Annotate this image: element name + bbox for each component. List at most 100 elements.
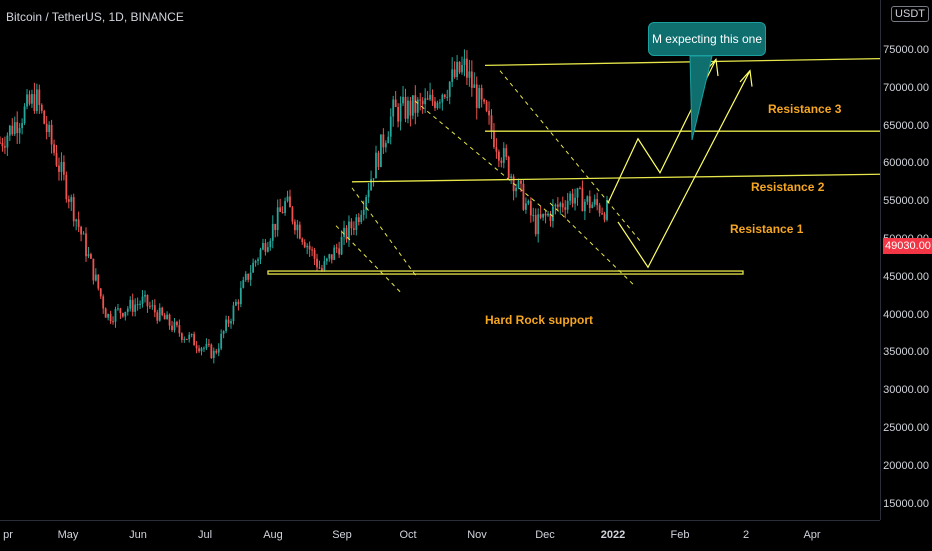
candle-body	[183, 338, 186, 340]
candle-body	[569, 193, 572, 201]
candle-body	[436, 102, 439, 109]
candle-body	[271, 223, 274, 241]
candle-body	[139, 303, 141, 305]
candle-body	[188, 334, 191, 340]
candle-body	[168, 314, 171, 326]
chart-area[interactable]: Bitcoin / TetherUS, 1D, BINANCE M expect…	[0, 0, 881, 520]
candle-body	[434, 101, 436, 109]
candle-body	[384, 143, 387, 148]
price-tick: 40000.00	[883, 308, 929, 321]
currency-button[interactable]: USDT	[891, 6, 929, 22]
candle-body	[210, 344, 213, 359]
candle-body	[328, 254, 331, 259]
candle-body	[586, 196, 589, 202]
candle-body	[421, 100, 424, 105]
symbol-title[interactable]: Bitcoin / TetherUS, 1D, BINANCE	[6, 10, 184, 24]
candle-body	[87, 254, 90, 257]
time-tick: 2022	[600, 529, 626, 541]
candle-body	[588, 196, 591, 208]
candle-body	[507, 156, 510, 179]
candle-body	[16, 122, 19, 134]
candle-body	[517, 180, 520, 188]
candle-body	[286, 196, 289, 202]
candle-body	[70, 197, 73, 202]
candle-body	[593, 199, 596, 205]
candle-body	[323, 261, 326, 271]
last-price-label: 49030.00	[883, 238, 932, 254]
candle-body	[306, 245, 309, 248]
candle-body	[338, 248, 341, 255]
candle-body	[438, 102, 441, 104]
candle-body	[235, 301, 237, 306]
support-label: Hard Rock support	[485, 313, 594, 327]
candle-body	[443, 94, 446, 97]
candle-body	[220, 333, 223, 349]
candle-body	[249, 272, 252, 280]
candle-body	[466, 58, 468, 78]
candle-body	[402, 96, 404, 104]
price-tick: 15000.00	[883, 497, 929, 510]
channel-3-upper	[499, 70, 641, 242]
candle-body	[475, 84, 478, 108]
price-chart[interactable]	[0, 0, 881, 520]
candle-body	[330, 254, 333, 260]
candle-body	[75, 219, 78, 222]
candle-body	[453, 69, 456, 77]
candle-body	[448, 81, 451, 97]
candle-body	[350, 221, 353, 229]
candle-body	[510, 176, 513, 179]
candle-body	[293, 221, 296, 231]
candle-body	[242, 280, 245, 288]
time-tick: Jul	[197, 529, 213, 541]
candle-body	[144, 294, 146, 297]
candle-body	[451, 69, 454, 82]
candle-body	[237, 301, 240, 305]
candle-body	[252, 262, 255, 273]
candle-body	[581, 188, 584, 212]
candle-body	[80, 226, 82, 235]
candle-body	[547, 213, 549, 216]
candle-body	[38, 89, 41, 105]
candle-body	[136, 304, 139, 306]
candle-body	[537, 214, 540, 235]
candle-body	[151, 305, 154, 307]
price-tick: 60000.00	[883, 157, 929, 170]
candle-body	[33, 94, 36, 111]
candle-body	[313, 250, 316, 259]
candle-body	[397, 106, 400, 122]
price-tick: 55000.00	[883, 195, 929, 208]
candle-body	[11, 125, 14, 135]
candle-body	[257, 259, 259, 262]
price-scale[interactable]: 8 USDT 75000.0070000.0065000.0060000.005…	[880, 0, 932, 520]
candle-body	[117, 308, 119, 310]
candle-body	[163, 314, 166, 320]
candle-body	[493, 131, 495, 148]
resistance-3-line	[484, 57, 881, 67]
candle-body	[45, 123, 48, 133]
time-tick: Oct	[399, 529, 417, 541]
candle-body	[411, 95, 414, 116]
time-scale[interactable]: pr May Jun Jul Aug Sep Oct Nov Dec 2022 Feb 2 Apr	[0, 520, 880, 551]
candle-body	[520, 180, 522, 184]
candle-body	[301, 238, 304, 243]
candle-body	[6, 135, 9, 148]
price-tick: 25000.00	[883, 422, 929, 434]
price-tick: 30000.00	[883, 384, 929, 397]
candle-body	[99, 288, 102, 297]
candle-body	[431, 94, 434, 102]
candle-body	[488, 110, 490, 116]
channel-3-lower	[549, 202, 636, 287]
candle-body	[4, 146, 6, 148]
resistance-2-label: Resistance 2	[751, 180, 825, 194]
candle-body	[232, 305, 235, 322]
candle-body	[542, 213, 545, 218]
candle-body	[426, 98, 429, 100]
candle-body	[26, 94, 28, 107]
candle-body	[598, 205, 601, 214]
candle-body	[522, 183, 525, 210]
candle-body	[343, 227, 345, 237]
candle-body	[212, 350, 215, 359]
candle-body	[269, 240, 272, 248]
candle-body	[200, 348, 203, 352]
price-tick: 45000.00	[883, 270, 929, 283]
